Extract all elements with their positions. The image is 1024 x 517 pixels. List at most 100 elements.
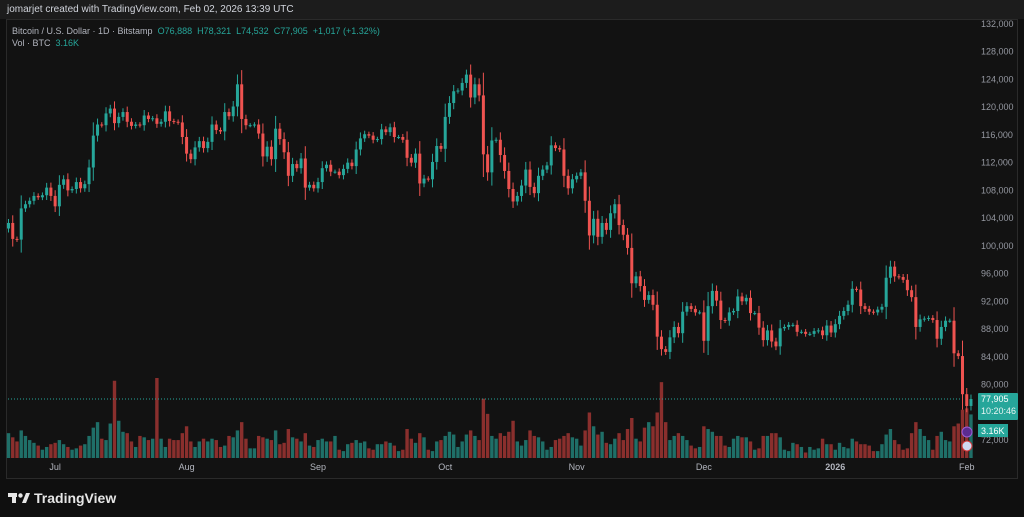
candle xyxy=(409,154,413,167)
volume-bar xyxy=(863,444,867,458)
candle-body xyxy=(261,133,265,157)
volume-bar xyxy=(778,437,782,458)
candle-body xyxy=(553,145,557,149)
candle xyxy=(291,157,295,183)
candle xyxy=(23,200,27,212)
volume-bar xyxy=(765,435,770,458)
candle xyxy=(151,115,155,122)
candle-body xyxy=(180,122,184,137)
volume-bar xyxy=(197,441,201,458)
volume-bar xyxy=(757,448,761,458)
volume-bar xyxy=(761,435,765,458)
volume-bar xyxy=(100,438,104,458)
candle-body xyxy=(439,146,443,149)
volume-bar xyxy=(706,429,710,458)
candle xyxy=(422,174,426,188)
event-icons[interactable] xyxy=(961,426,973,452)
candle-body xyxy=(838,315,842,325)
volume-bar xyxy=(536,437,541,458)
candle-body xyxy=(570,179,574,189)
candle-body xyxy=(778,328,782,347)
candle xyxy=(375,136,379,143)
volume-bar xyxy=(57,440,62,458)
candle-body xyxy=(634,276,638,284)
candle xyxy=(257,119,261,139)
candle xyxy=(549,136,553,175)
candle-body xyxy=(159,121,163,124)
volume-bar xyxy=(579,445,583,458)
candle-body xyxy=(922,318,926,320)
candle xyxy=(414,148,418,168)
candle xyxy=(405,131,409,167)
candle xyxy=(15,236,19,242)
candle-body xyxy=(219,130,222,132)
candle xyxy=(397,134,401,140)
volume-bar xyxy=(816,448,821,458)
volume-bar xyxy=(511,420,515,458)
candle-body xyxy=(910,290,914,298)
candle xyxy=(685,302,689,316)
candle xyxy=(100,122,104,128)
candle-body xyxy=(545,165,549,170)
volume-bar xyxy=(134,446,138,458)
candle-body xyxy=(651,295,655,305)
candle xyxy=(469,64,473,108)
volume-bar xyxy=(685,440,689,458)
volume-bar xyxy=(655,412,659,458)
volume-bar xyxy=(600,431,604,458)
price-chart[interactable]: 132,000 128,000 124,000 120,000 116,000 112,0… xyxy=(0,0,1024,480)
price-axis: 132,000 128,000 124,000 120,000 116,000 112,0… xyxy=(981,19,1014,445)
candle xyxy=(460,78,464,96)
candle xyxy=(350,159,354,170)
candle xyxy=(172,118,176,125)
candle xyxy=(96,118,100,142)
candle-body xyxy=(486,154,490,173)
candle-body xyxy=(346,162,350,169)
volume-bar xyxy=(918,429,922,458)
candle xyxy=(888,260,892,284)
candle-body xyxy=(706,306,710,341)
volume-bar xyxy=(256,435,261,458)
volume-bar xyxy=(392,445,397,458)
volume-bar xyxy=(871,451,876,458)
candle-body xyxy=(676,326,680,334)
candle-body xyxy=(435,146,439,162)
candle xyxy=(740,292,744,306)
tradingview-logo[interactable]: TradingView xyxy=(8,490,116,506)
volume-bar xyxy=(842,446,846,458)
candle xyxy=(935,311,939,348)
candle xyxy=(320,161,324,189)
volume-bar xyxy=(562,435,566,458)
candle-body xyxy=(456,90,460,92)
tradingview-logo-icon xyxy=(8,493,30,503)
candle xyxy=(210,116,214,150)
candle xyxy=(753,311,757,316)
candle-body xyxy=(842,311,846,316)
price-tick-label: 112,000 xyxy=(981,158,1013,168)
countdown-label: 10:20:46 xyxy=(981,406,1016,416)
candle xyxy=(138,122,142,128)
volume-bar xyxy=(426,449,430,458)
candle-body xyxy=(62,179,66,185)
volume-bar xyxy=(312,446,316,458)
volume-bar xyxy=(303,433,307,458)
candle xyxy=(723,317,727,324)
candle xyxy=(638,270,642,292)
candle-body xyxy=(40,195,44,198)
candle xyxy=(918,314,922,332)
volume-bar xyxy=(566,433,570,458)
volume-bar xyxy=(596,434,600,458)
price-tick-label: 124,000 xyxy=(981,74,1014,84)
candle-body xyxy=(952,320,956,354)
candle-body xyxy=(791,324,795,326)
volume-bar xyxy=(333,435,337,458)
volume-bar xyxy=(485,413,490,458)
volume-bar xyxy=(439,440,443,458)
volume-bar xyxy=(40,449,45,458)
candle-body xyxy=(782,326,786,329)
candle xyxy=(719,291,723,329)
chart-panel[interactable] xyxy=(6,19,1018,479)
candle-body xyxy=(626,234,630,248)
candle xyxy=(524,161,528,194)
candle-body xyxy=(749,297,752,314)
